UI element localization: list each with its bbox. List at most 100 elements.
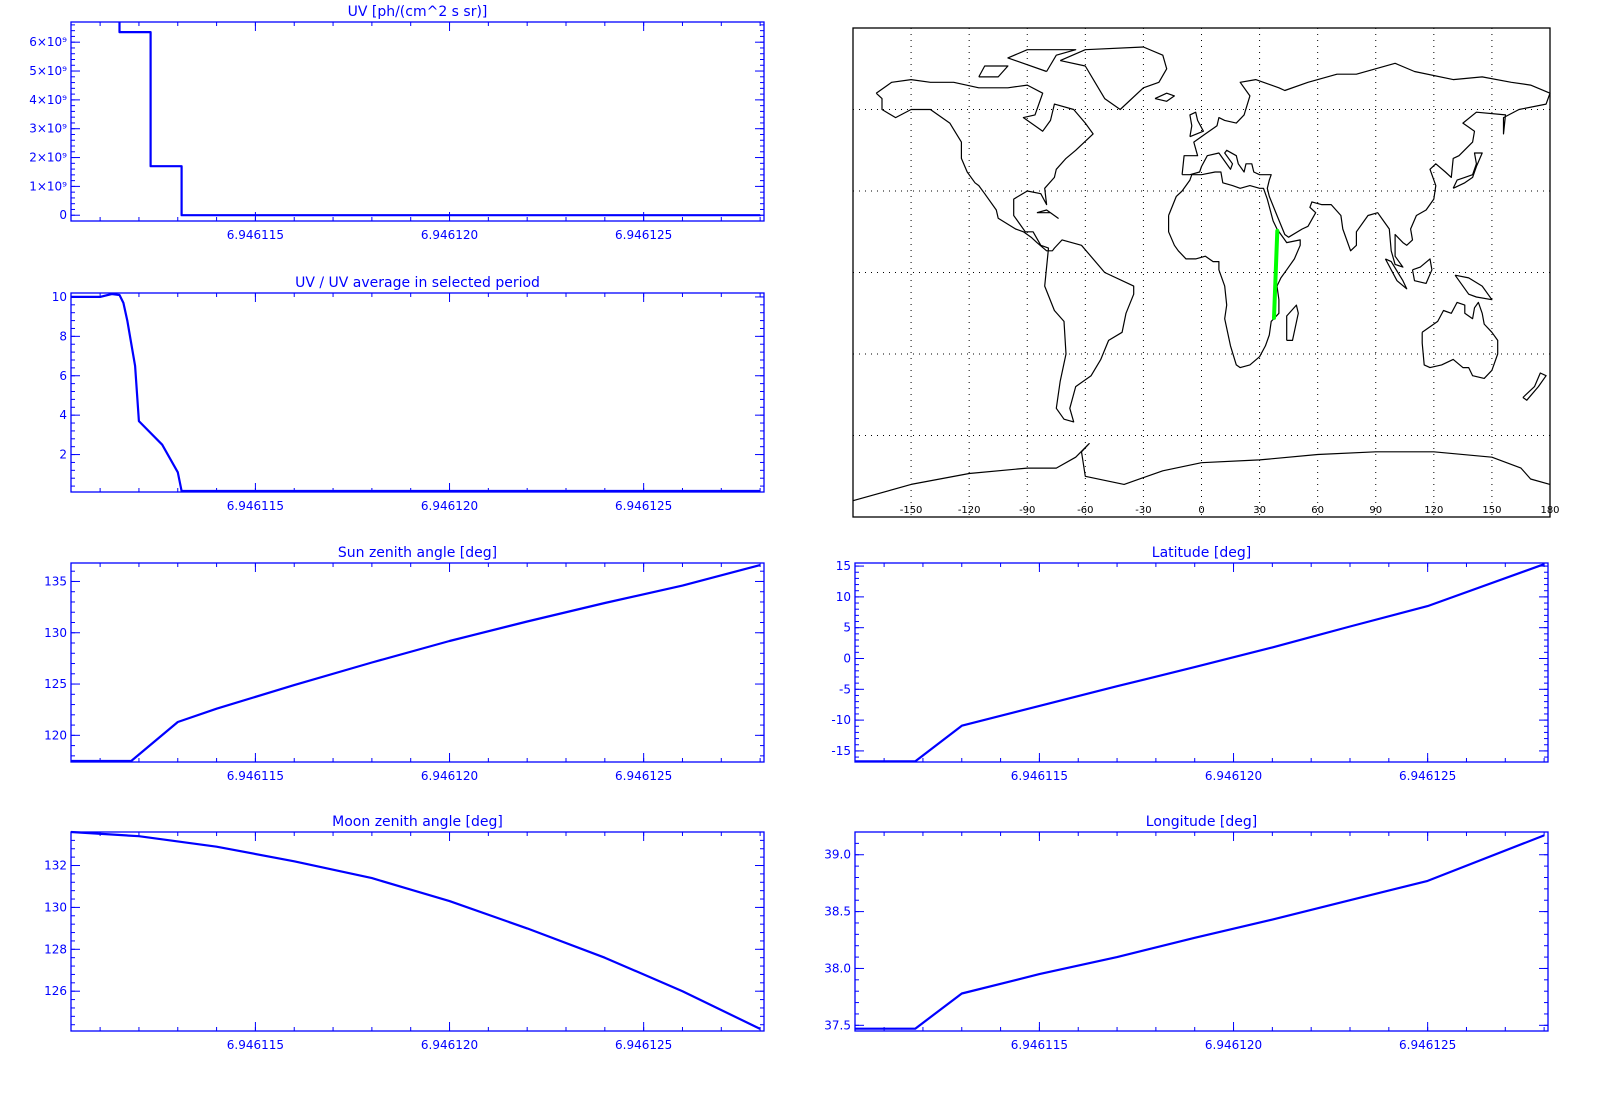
y-tick-label: 0 xyxy=(843,651,851,665)
x-tick-label: 6.946120 xyxy=(1205,769,1262,783)
x-tick-label: 6.946115 xyxy=(227,769,284,783)
chart-title: UV [ph/(cm^2 s sr)] xyxy=(348,4,488,20)
lon-tick-label: -30 xyxy=(1135,505,1151,516)
plot-frame xyxy=(70,562,765,763)
y-tick-label: -5 xyxy=(839,682,851,696)
ground-track-line xyxy=(1272,228,1280,320)
y-tick-label: 2 xyxy=(59,448,67,462)
coastline xyxy=(1522,372,1547,401)
plot-frame xyxy=(70,831,765,1032)
lon-tick-label: 30 xyxy=(1253,505,1266,516)
x-tick-label: 6.946125 xyxy=(615,499,672,513)
chart-title: UV / UV average in selected period xyxy=(295,275,540,291)
lon-tick-label: -90 xyxy=(1019,505,1035,516)
lon-tick-label: -60 xyxy=(1077,505,1093,516)
chart-uv: UV [ph/(cm^2 s sr)] 6.946115 6.946120 6.946… xyxy=(29,4,765,242)
y-tick-label: 38.5 xyxy=(824,905,851,919)
series-line xyxy=(855,834,1545,1030)
x-tick-label: 6.946115 xyxy=(227,1038,284,1052)
y-tick-label: 135 xyxy=(44,574,67,588)
y-tick-label: 6×10⁹ xyxy=(29,35,67,49)
chart-title: Latitude [deg] xyxy=(1152,545,1251,561)
y-tick-label: 37.5 xyxy=(824,1018,851,1032)
y-tick-label: 128 xyxy=(44,942,67,956)
y-tick-label: 5×10⁹ xyxy=(29,64,67,78)
coastline xyxy=(1168,171,1301,369)
lon-tick-label: -150 xyxy=(900,505,923,516)
chart-sun_zenith: Sun zenith angle [deg] 6.946115 6.946120 6.… xyxy=(44,545,765,783)
x-tick-label: 6.946115 xyxy=(1011,1038,1068,1052)
y-tick-label: 6 xyxy=(59,369,67,383)
chart-uv_ratio: UV / UV average in selected period 6.9461… xyxy=(52,275,765,513)
plot-frame xyxy=(70,21,765,222)
coastline xyxy=(978,65,1009,78)
coastline xyxy=(1411,258,1433,284)
lon-tick-label: 120 xyxy=(1424,505,1443,516)
chart-title: Longitude [deg] xyxy=(1146,814,1257,830)
y-tick-label: 130 xyxy=(44,626,67,640)
x-tick-label: 6.946115 xyxy=(227,499,284,513)
y-tick-label: 130 xyxy=(44,900,67,914)
x-tick-label: 6.946120 xyxy=(421,228,478,242)
y-tick-label: -10 xyxy=(831,713,851,727)
lon-tick-label: 180 xyxy=(1540,505,1559,516)
y-tick-label: 10 xyxy=(52,290,67,304)
plot-frame xyxy=(70,292,765,493)
series-line xyxy=(118,22,762,217)
plot-frame xyxy=(854,831,1549,1032)
x-tick-label: 6.946125 xyxy=(615,228,672,242)
coastline xyxy=(1059,46,1168,111)
y-tick-label: 120 xyxy=(44,728,67,742)
coastline xyxy=(1286,304,1299,341)
x-tick-label: 6.946125 xyxy=(615,1038,672,1052)
y-tick-label: 132 xyxy=(44,859,67,873)
y-tick-label: 8 xyxy=(59,329,67,343)
y-tick-label: 0 xyxy=(59,208,67,222)
y-tick-label: 15 xyxy=(836,559,851,573)
x-tick-label: 6.946120 xyxy=(421,1038,478,1052)
y-tick-label: 39.0 xyxy=(824,848,851,862)
y-tick-label: 125 xyxy=(44,677,67,691)
ground-track-map: -150 -120 -90 -60 -30 0 30 60 90 120 150 180 xyxy=(852,27,1560,518)
y-tick-label: 4 xyxy=(59,408,67,422)
coastline xyxy=(1384,258,1408,290)
y-tick-label: 3×10⁹ xyxy=(29,122,67,136)
chart-moon_zenith: Moon zenith angle [deg] 6.946115 6.946120 6… xyxy=(44,814,765,1052)
x-tick-label: 6.946120 xyxy=(421,769,478,783)
y-tick-label: 126 xyxy=(44,984,67,998)
lon-tick-label: 90 xyxy=(1369,505,1382,516)
y-tick-label: -15 xyxy=(831,744,851,758)
y-tick-label: 2×10⁹ xyxy=(29,151,67,165)
lon-tick-label: 0 xyxy=(1198,505,1204,516)
coastline xyxy=(1421,301,1499,379)
x-tick-label: 6.946125 xyxy=(615,769,672,783)
chart-title: Sun zenith angle [deg] xyxy=(338,545,497,561)
chart-title: Moon zenith angle [deg] xyxy=(332,814,503,830)
x-tick-label: 6.946120 xyxy=(1205,1038,1262,1052)
y-tick-label: 5 xyxy=(843,621,851,635)
y-tick-label: 1×10⁹ xyxy=(29,179,67,193)
x-tick-label: 6.946115 xyxy=(227,228,284,242)
series-line xyxy=(71,292,761,493)
coastline xyxy=(1454,274,1493,301)
series-line xyxy=(70,830,761,1030)
lon-tick-label: 150 xyxy=(1482,505,1501,516)
series-line xyxy=(71,564,761,763)
y-tick-label: 38.0 xyxy=(824,961,851,975)
chart-latitude: Latitude [deg] 6.946115 6.946120 6.946125 -1… xyxy=(831,545,1549,783)
lon-tick-label: 60 xyxy=(1311,505,1324,516)
x-tick-label: 6.946125 xyxy=(1399,1038,1456,1052)
coastline xyxy=(1181,62,1551,268)
coastline xyxy=(1154,92,1175,102)
coastline xyxy=(1036,209,1059,219)
x-tick-label: 6.946120 xyxy=(421,499,478,513)
y-tick-label: 10 xyxy=(836,590,851,604)
lon-tick-label: -120 xyxy=(958,505,981,516)
y-tick-label: 4×10⁹ xyxy=(29,93,67,107)
plot-frame xyxy=(854,562,1549,763)
coastline xyxy=(875,79,1135,423)
series-line xyxy=(855,563,1545,763)
coastline xyxy=(1452,152,1483,189)
